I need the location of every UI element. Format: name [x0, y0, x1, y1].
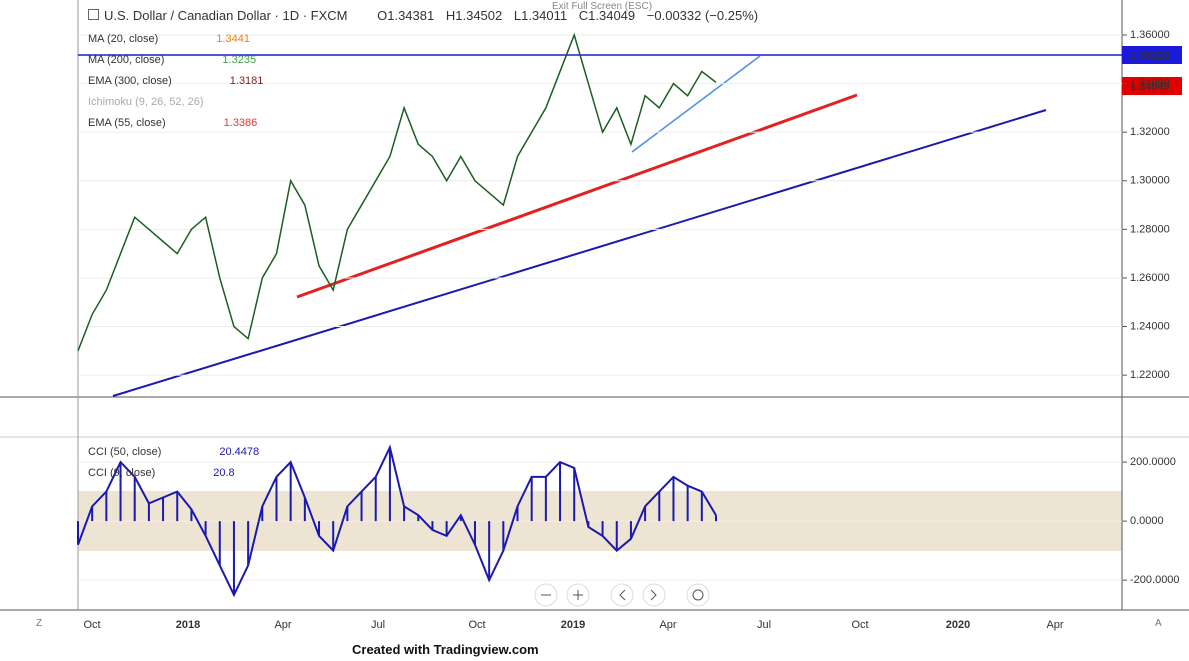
indicator-value: 1.3181 — [229, 75, 264, 87]
interval: 1D — [282, 8, 300, 23]
indicator-legend: EMA (55, close) 1.3386 — [88, 117, 257, 130]
trend-line — [112, 109, 1047, 397]
time-label: Oct — [468, 619, 485, 631]
indicator-name: EMA (55, close) — [88, 117, 166, 129]
indicator-value: 20.4478 — [219, 446, 260, 458]
zoom-controls — [534, 583, 710, 607]
indicator-name: Ichimoku (9, 26, 52, 26) — [88, 96, 204, 108]
time-label: Jul — [757, 619, 771, 631]
y-tick-label: 1.24000 — [1130, 320, 1170, 332]
trend-line — [296, 93, 858, 299]
cci-legend: CCI (50, close) 20.4478 — [88, 446, 259, 459]
scroll-right[interactable] — [642, 583, 666, 607]
cci-line — [77, 444, 717, 598]
indicator-name: MA (20, close) — [88, 33, 159, 45]
indicator-name: CCI (9, close) — [88, 467, 156, 479]
y-tick-label: 1.36000 — [1130, 29, 1170, 41]
price-line — [77, 32, 717, 352]
trend-line — [631, 55, 761, 153]
price-tag-label: 1.35220 — [1130, 50, 1170, 62]
a-button[interactable]: A — [1155, 618, 1162, 629]
indicator-legend: MA (200, close) 1.3235 — [88, 54, 256, 67]
indicator-value: 1.3441 — [216, 33, 250, 45]
source: FXCM — [310, 8, 348, 23]
indicator-value: 1.3235 — [222, 54, 257, 66]
header: U.S. Dollar / Canadian Dollar · 1D · FXC… — [88, 9, 758, 23]
exit-fullscreen[interactable]: Exit Full Screen (ESC) — [552, 1, 653, 12]
collapse[interactable] — [88, 9, 99, 20]
footer: Created with Tradingview.com — [352, 642, 539, 657]
ohlc-low: L1.34011 — [513, 8, 568, 23]
time-label: Jul — [371, 619, 385, 631]
reset[interactable] — [686, 583, 710, 607]
indicator-name: MA (200, close) — [88, 54, 165, 66]
ohlc-high: H1.34502 — [445, 8, 503, 23]
y-tick-label: 1.28000 — [1130, 223, 1170, 235]
indicator-value: 1.3386 — [223, 117, 258, 129]
indicator-legend: EMA (300, close) 1.3181 — [88, 75, 263, 88]
indicator-name: EMA (300, close) — [88, 75, 172, 87]
y-tick-label: 1.22000 — [1130, 369, 1170, 381]
time-label: Apr — [1046, 619, 1063, 631]
y-tick-label: 1.30000 — [1130, 175, 1170, 187]
y-tick-label: 1.34000 — [1130, 77, 1170, 89]
time-label: 2019 — [561, 619, 585, 631]
indicator-legend: MA (20, close) 1.3441 — [88, 33, 250, 46]
y-tick-label: 1.26000 — [1130, 272, 1170, 284]
time-label: Oct — [83, 619, 100, 631]
indicator-value: 20.8 — [213, 467, 235, 479]
time-label: Oct — [851, 619, 868, 631]
time-label: Apr — [659, 619, 676, 631]
y-tick-label: 1.32000 — [1130, 126, 1170, 138]
ohlc-close: C1.34049 — [578, 8, 636, 23]
y-tick-label: 0.0000 — [1130, 515, 1164, 527]
indicator-legend: Ichimoku (9, 26, 52, 26) — [88, 96, 262, 109]
time-label: 2020 — [946, 619, 970, 631]
ohlc-open: O1.34381 — [377, 8, 435, 23]
reset-icon — [692, 589, 704, 601]
z-button[interactable]: Z — [36, 618, 43, 629]
price-tag — [1122, 77, 1182, 95]
scroll-left[interactable] — [610, 583, 634, 607]
y-tick-label: 200.0000 — [1130, 456, 1176, 468]
cci-legend: CCI (9, close) 20.8 — [88, 467, 235, 480]
indicator-name: CCI (50, close) — [88, 446, 162, 458]
time-label: 2018 — [176, 619, 200, 631]
price-tag-label: 1.34049 — [1130, 81, 1170, 93]
time-label: Apr — [274, 619, 291, 631]
y-tick-label: -200.0000 — [1130, 574, 1180, 586]
ohlc-change: −0.00332 (−0.25%) — [646, 8, 759, 23]
symbol: U.S. Dollar / Canadian Dollar — [104, 8, 271, 23]
control-icons — [541, 589, 657, 601]
price-tag — [1122, 46, 1182, 64]
